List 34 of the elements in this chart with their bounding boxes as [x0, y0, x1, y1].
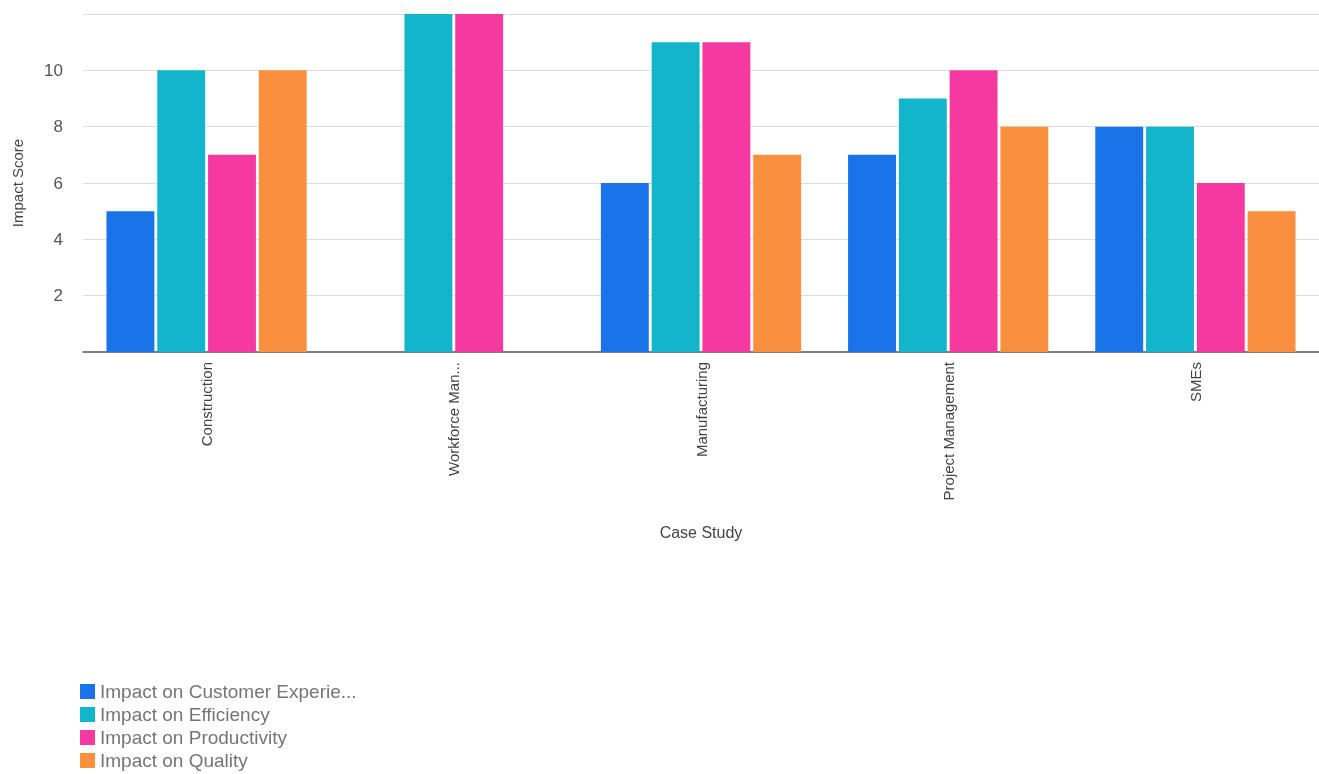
bar: [1196, 183, 1245, 352]
x-axis-title: Case Study: [659, 523, 743, 541]
legend-label: Impact on Quality: [100, 750, 249, 771]
bar: [208, 154, 256, 352]
bar: [949, 70, 998, 352]
bar: [1095, 126, 1144, 352]
y-tick-label: 8: [53, 117, 63, 137]
x-tick-label: Construction: [198, 362, 216, 447]
bar: [106, 211, 155, 352]
bar: [651, 42, 700, 352]
bar: [848, 154, 896, 352]
y-tick-label: 10: [44, 60, 63, 80]
x-tick-label: Project Management: [939, 361, 957, 501]
y-axis-title: Impact Score: [9, 138, 26, 228]
bar: [1247, 211, 1296, 352]
bar: [1000, 126, 1049, 352]
bar: [1146, 126, 1194, 352]
bar: [404, 14, 453, 352]
bar: [898, 98, 947, 352]
bar: [157, 70, 206, 352]
y-tick-label: 2: [53, 286, 63, 306]
bar: [258, 70, 307, 352]
y-tick-label: 6: [53, 173, 63, 193]
legend-label: Impact on Customer Experie...: [100, 681, 357, 702]
bar: [753, 154, 802, 352]
x-tick-label: SMEs: [1186, 362, 1204, 403]
x-tick-label: Workforce Man...: [445, 362, 463, 476]
legend-label: Impact on Productivity: [100, 727, 288, 748]
legend-label: Impact on Efficiency: [100, 704, 271, 725]
bar: [600, 183, 649, 352]
x-tick-label: Manufacturing: [692, 362, 710, 458]
y-tick-label: 4: [53, 229, 63, 249]
bar: [702, 42, 751, 352]
bar: [455, 14, 504, 352]
